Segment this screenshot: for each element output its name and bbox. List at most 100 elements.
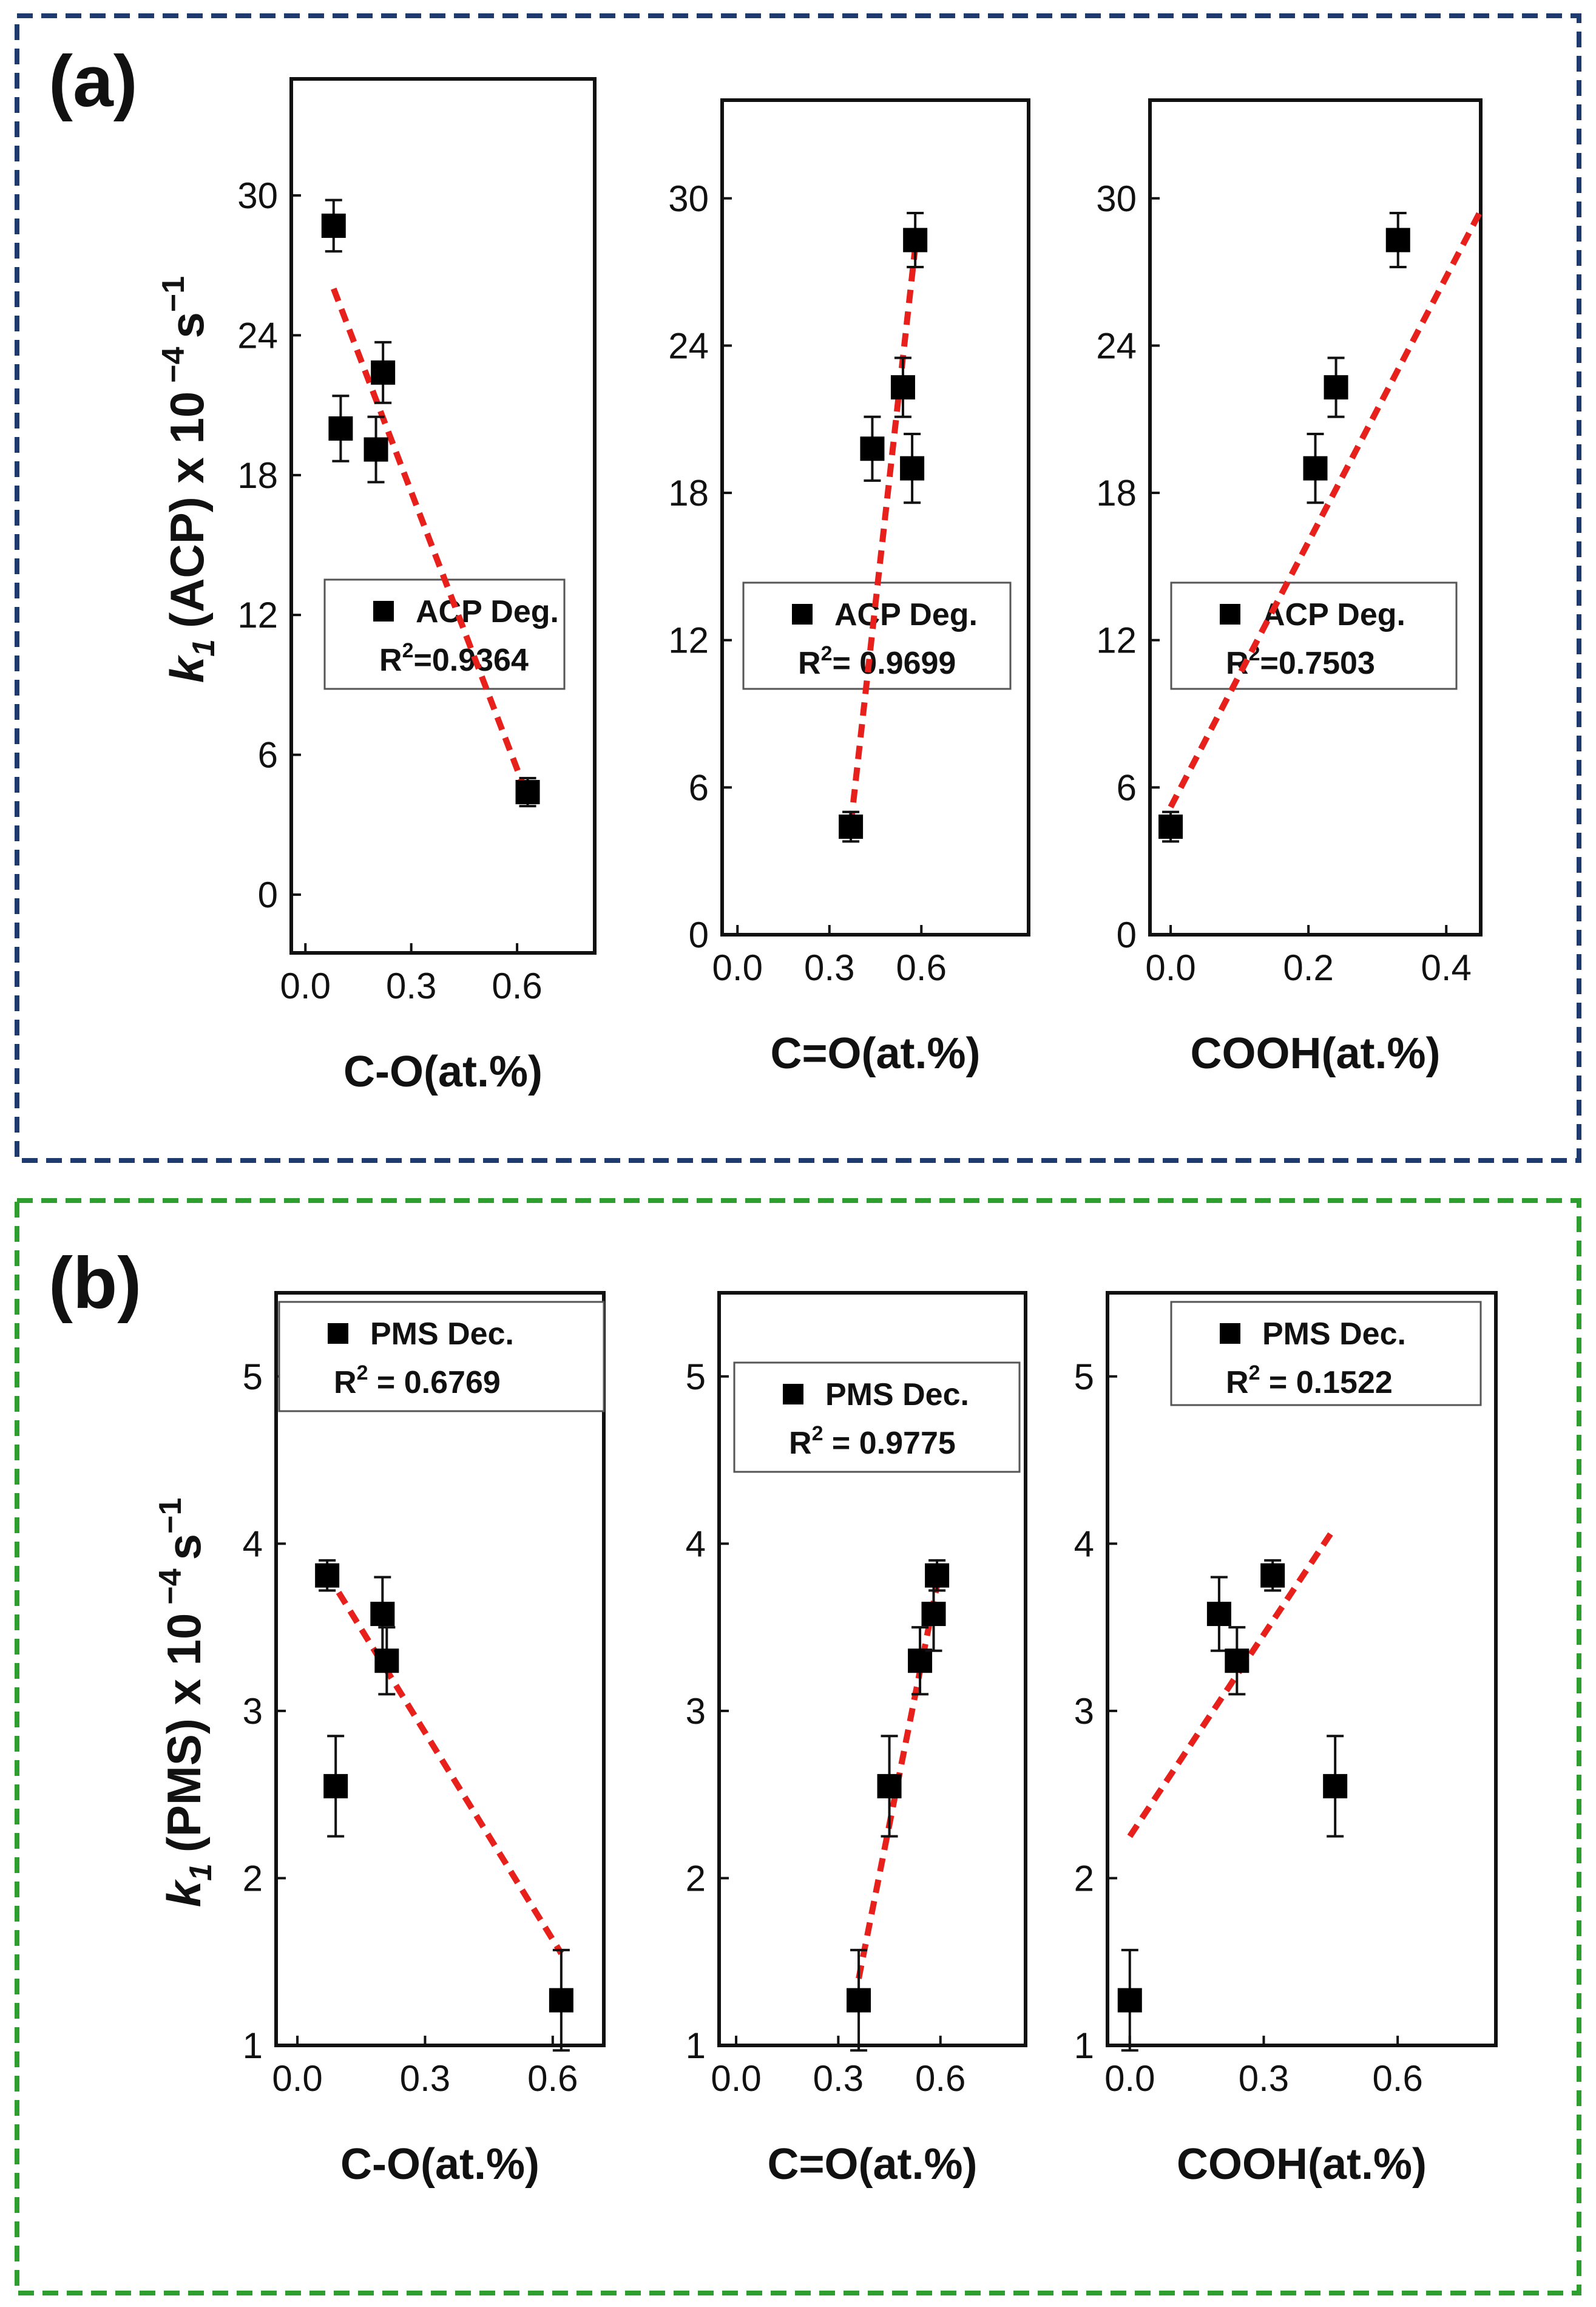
r2-prefix: R [1226, 1365, 1249, 1400]
plot-frame [720, 98, 1030, 937]
data-point [1225, 1648, 1249, 1673]
y-tick-label: 5 [243, 1357, 263, 1397]
x-axis-label: C-O(at.%) [340, 2140, 539, 2189]
y-tick-label: 6 [689, 767, 709, 808]
ylabel-k: k [160, 654, 214, 683]
data-point [323, 1773, 348, 1798]
x-tick-label: 0.6 [896, 947, 947, 988]
legend-box [1170, 581, 1458, 690]
legend-r2: R2= 0.9699 [798, 642, 956, 681]
subplot-a-2: 0 6 12 18 24 30 0.0 0.3 0.6 C=O(at.%) ACP Deg. R2= … [668, 98, 1030, 1078]
data-point [839, 815, 864, 839]
data-point [921, 1602, 946, 1627]
data-point [1323, 1773, 1348, 1798]
x-tick-label: 0.0 [1145, 947, 1195, 988]
data-point [363, 437, 388, 462]
data-point [877, 1773, 902, 1798]
legend-marker [1220, 1323, 1240, 1344]
ylabel-unit-exp: −1 [156, 276, 191, 312]
legend-box [1170, 1301, 1482, 1406]
x-axis-label: C-O(at.%) [343, 1048, 543, 1096]
x-tick-label: 0.2 [1283, 947, 1333, 988]
fit-line [324, 1572, 564, 1956]
y-tick-label: 2 [1074, 1858, 1094, 1899]
x-tick-label: 0.0 [712, 947, 763, 988]
y-tick-label: 4 [686, 1523, 706, 1564]
r2-exponent: 2 [1249, 1361, 1260, 1384]
data-point [1158, 815, 1183, 839]
r2-prefix: R [798, 646, 821, 681]
panel-b-border [15, 1198, 1581, 2295]
data-point [315, 1563, 340, 1588]
y-tick-label: 4 [1074, 1523, 1094, 1564]
x-tick-label: 0.3 [1239, 2058, 1289, 2099]
legend-box [278, 1301, 605, 1412]
x-tick-label: 0.4 [1421, 947, 1472, 988]
ylabel-sub: 1 [186, 639, 221, 657]
legend-label: ACP Deg. [416, 594, 559, 629]
y-tick-label: 30 [1096, 178, 1137, 219]
r2-exponent: 2 [812, 1422, 823, 1445]
subplot-a-3: 0 6 12 18 24 30 0.0 0.2 0.4 COOH(at.%) ACP Deg. R2=… [1096, 98, 1484, 1078]
x-tick-label: 0.6 [1372, 2058, 1422, 2099]
plot-frame [1148, 98, 1483, 937]
data-point [549, 1988, 573, 2013]
legend-box [323, 578, 566, 690]
data-point [1303, 456, 1328, 481]
y-tick-label: 0 [1117, 915, 1137, 955]
y-tick-label: 1 [1074, 2025, 1094, 2066]
legend-r2: R2 = 0.6769 [334, 1361, 501, 1400]
x-tick-label: 0.6 [527, 2058, 578, 2099]
x-tick-label: 0.0 [272, 2058, 322, 2099]
legend-label: ACP Deg. [1262, 597, 1405, 632]
y-tick-label: 6 [1117, 767, 1137, 808]
panel-b-letter: (b) [49, 1242, 141, 1324]
y-tick-label: 6 [258, 735, 278, 776]
data-point [908, 1648, 933, 1673]
ylabel-exp: −4 [156, 347, 191, 382]
x-tick-label: 0.3 [386, 966, 436, 1006]
r2-value: = 0.9699 [832, 646, 956, 681]
data-point [1385, 228, 1410, 252]
y-tick-label: 18 [668, 473, 709, 513]
legend-r2: R2 = 0.1522 [1226, 1361, 1393, 1400]
x-tick-label: 0.0 [711, 2058, 761, 2099]
panel-a-ylabel: k1 (ACP) x 10 −4 s−1 [156, 276, 221, 683]
data-point [903, 228, 928, 252]
legend-r2: R2=0.7503 [1226, 642, 1375, 681]
legend-label: ACP Deg. [834, 597, 978, 632]
ylabel-main: (ACP) x 10 [160, 391, 214, 628]
plot-frame [274, 1291, 606, 2047]
ylabel-k: k [157, 1878, 211, 1907]
legend-box [733, 1361, 1021, 1473]
data-point [1206, 1602, 1231, 1627]
x-axis-label: COOH(at.%) [1177, 2140, 1427, 2189]
r2-value: = 0.6769 [368, 1365, 500, 1400]
data-point [1324, 375, 1348, 400]
r2-prefix: R [334, 1365, 357, 1400]
r2-value: =0.9364 [413, 643, 528, 678]
y-tick-label: 30 [237, 175, 278, 216]
ylabel-exp: −4 [153, 1568, 188, 1604]
y-tick-label: 1 [243, 2025, 263, 2066]
legend-label: PMS Dec. [1262, 1316, 1406, 1352]
y-tick-label: 18 [1096, 473, 1137, 513]
x-axis-label: COOH(at.%) [1191, 1029, 1441, 1078]
y-tick-label: 3 [1074, 1691, 1094, 1732]
y-tick-label: 3 [243, 1691, 263, 1732]
ylabel-main: (PMS) x 10 [157, 1613, 211, 1852]
y-tick-label: 12 [237, 595, 278, 635]
data-point [890, 375, 915, 400]
y-tick-label: 18 [237, 455, 278, 496]
subplot-a-1: 0 6 12 18 24 30 0.0 0.3 0.6 C-O(at.%) ACP Deg. R2=0… [237, 77, 597, 1096]
panel-b-ylabel: k1 (PMS) x 10 −4 s−1 [153, 1498, 218, 1908]
data-point [860, 436, 885, 461]
y-tick-label: 24 [237, 315, 278, 356]
data-point [371, 360, 396, 385]
plot-frame [1106, 1291, 1498, 2047]
